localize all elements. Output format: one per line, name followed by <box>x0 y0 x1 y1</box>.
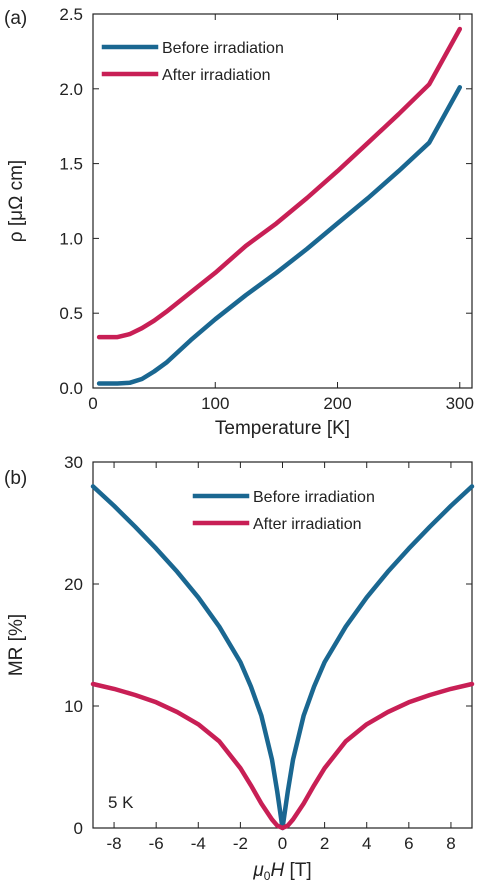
y-tick-label: 1.5 <box>59 155 83 174</box>
plot-frame <box>92 13 473 389</box>
x-axis-label: Temperature [K] <box>215 418 350 439</box>
x-tick-label: 200 <box>323 394 351 413</box>
series-line-after <box>96 26 463 340</box>
y-tick-label: 20 <box>64 575 83 594</box>
panel-b: -8 -6 -4 -2 0 2 4 6 8 0 10 20 30 (b) MR [%] μ0H [T] Befo… <box>4 453 475 883</box>
y-tick-label: 2.5 <box>59 5 83 24</box>
x-axis-label: μ0H [T] <box>252 860 311 883</box>
y-tick-label: 2.0 <box>59 80 83 99</box>
panel-a: 0 100 200 300 0.0 0.5 1.0 1.5 2.0 2.5 (a) ρ [μΩ cm]… <box>4 5 474 439</box>
x-tick-label: 6 <box>404 834 413 853</box>
y-axis-label: MR [%] <box>6 614 27 676</box>
legend-label: Before irradiation <box>253 489 375 506</box>
x-tick-label: 0 <box>278 834 287 853</box>
legend-label: Before irradiation <box>162 40 284 57</box>
legend-label: After irradiation <box>253 516 362 533</box>
x-tick-label: -4 <box>191 834 206 853</box>
temperature-annotation: 5 K <box>108 793 134 812</box>
y-tick-label: 30 <box>64 453 83 472</box>
x-tick-label: 0 <box>88 394 97 413</box>
x-tick-label: -6 <box>149 834 164 853</box>
y-axis-label: ρ [μΩ cm] <box>6 160 27 242</box>
panel-label: (b) <box>4 468 27 489</box>
y-tick-label: 0 <box>74 819 83 838</box>
x-tick-label: -2 <box>233 834 248 853</box>
x-tick-label: 300 <box>446 394 474 413</box>
x-tick-label: 8 <box>446 834 455 853</box>
y-tick-label: 10 <box>64 697 83 716</box>
panel-label: (a) <box>4 8 27 29</box>
x-tick-label: 4 <box>362 834 371 853</box>
y-tick-label: 1.0 <box>59 229 83 248</box>
y-tick-label: 0.5 <box>59 304 83 323</box>
legend-label: After irradiation <box>162 67 271 84</box>
x-tick-label: 100 <box>201 394 229 413</box>
series-line-before <box>90 484 475 831</box>
x-tick-label: -8 <box>106 834 121 853</box>
series-line-before <box>96 85 463 386</box>
x-tick-label: 2 <box>320 834 329 853</box>
y-tick-label: 0.0 <box>59 379 83 398</box>
series-line-after <box>90 681 475 831</box>
